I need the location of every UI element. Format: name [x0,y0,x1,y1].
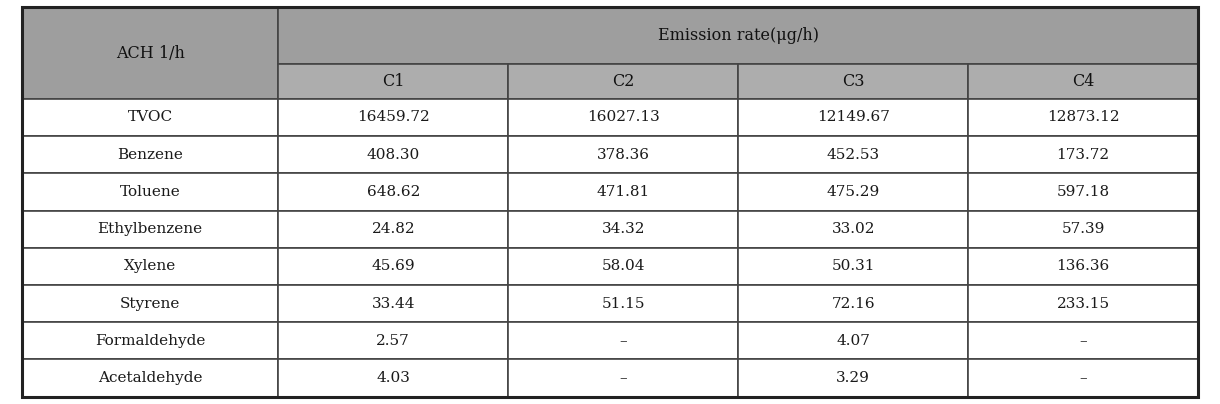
Text: 12149.67: 12149.67 [816,110,889,124]
Bar [278,99,509,136]
Bar [278,136,509,173]
Bar [509,322,738,360]
Text: ACH 1/h: ACH 1/h [116,44,184,61]
Bar [509,136,738,173]
Text: Xylene: Xylene [124,259,176,274]
Bar [22,210,278,248]
Text: 648.62: 648.62 [367,185,420,199]
Text: C4: C4 [1072,73,1094,90]
Text: 408.30: 408.30 [367,147,420,162]
Text: Emission rate(μg/h): Emission rate(μg/h) [658,27,819,44]
Text: 4.03: 4.03 [376,371,410,385]
Text: 50.31: 50.31 [831,259,875,274]
Text: 4.07: 4.07 [836,334,870,348]
Bar [969,322,1198,360]
Bar [278,360,509,397]
Bar [738,173,969,210]
Text: –: – [620,334,627,348]
Text: Styrene: Styrene [120,297,181,311]
Text: 233.15: 233.15 [1057,297,1110,311]
Text: 136.36: 136.36 [1057,259,1110,274]
Bar [509,285,738,322]
Text: Formaldehyde: Formaldehyde [95,334,205,348]
Text: –: – [1080,371,1087,385]
Bar [278,210,509,248]
Text: 471.81: 471.81 [597,185,650,199]
Text: TVOC: TVOC [128,110,173,124]
Bar [509,210,738,248]
Text: C3: C3 [842,73,865,90]
Text: 475.29: 475.29 [826,185,880,199]
Bar [278,322,509,360]
Bar [738,136,969,173]
Text: C1: C1 [382,73,405,90]
Text: 16027.13: 16027.13 [587,110,660,124]
Text: 173.72: 173.72 [1057,147,1110,162]
Text: Acetaldehyde: Acetaldehyde [98,371,203,385]
Bar [738,360,969,397]
Bar [22,322,278,360]
Text: 72.16: 72.16 [831,297,875,311]
Bar [969,248,1198,285]
Bar [278,248,509,285]
Bar [278,285,509,322]
Bar [738,322,969,360]
Text: Benzene: Benzene [117,147,183,162]
Bar [509,360,738,397]
Text: Toluene: Toluene [120,185,181,199]
Bar [22,248,278,285]
Bar [22,136,278,173]
Bar [22,285,278,322]
Bar [22,7,278,99]
Text: 58.04: 58.04 [601,259,645,274]
Text: 2.57: 2.57 [377,334,410,348]
Text: 16459.72: 16459.72 [357,110,429,124]
Bar [969,360,1198,397]
Text: 597.18: 597.18 [1057,185,1110,199]
Text: 33.02: 33.02 [831,222,875,236]
Bar [969,285,1198,322]
Text: Ethylbenzene: Ethylbenzene [98,222,203,236]
Text: –: – [1080,334,1087,348]
Bar [969,136,1198,173]
Text: 452.53: 452.53 [827,147,880,162]
Bar [738,248,969,285]
Bar [969,64,1198,99]
Bar [278,173,509,210]
Bar [22,173,278,210]
Bar [738,99,969,136]
Text: 3.29: 3.29 [836,371,870,385]
Bar [509,64,738,99]
Bar [738,210,969,248]
Bar [22,360,278,397]
Text: 45.69: 45.69 [372,259,415,274]
Text: 34.32: 34.32 [601,222,645,236]
Text: C2: C2 [612,73,634,90]
Text: 12873.12: 12873.12 [1047,110,1120,124]
Bar [969,173,1198,210]
Bar [278,64,509,99]
Bar [969,99,1198,136]
Text: 33.44: 33.44 [372,297,415,311]
Text: –: – [620,371,627,385]
Bar [509,248,738,285]
Text: 51.15: 51.15 [601,297,645,311]
Bar [509,99,738,136]
Text: 57.39: 57.39 [1061,222,1105,236]
Bar [509,173,738,210]
Bar [738,285,969,322]
Text: 378.36: 378.36 [597,147,650,162]
Bar [738,64,969,99]
Bar [969,210,1198,248]
Bar [278,7,1198,64]
Bar [22,99,278,136]
Text: 24.82: 24.82 [372,222,415,236]
